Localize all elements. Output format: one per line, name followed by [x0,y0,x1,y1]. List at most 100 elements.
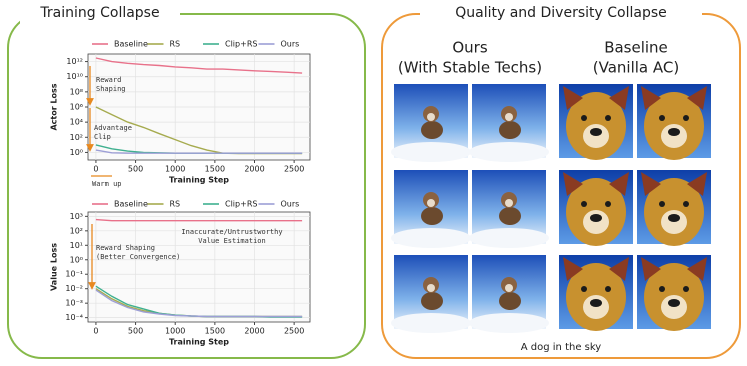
y-tick-label: 10² [70,133,83,142]
x-tick-label: 500 [128,165,143,174]
dog-eye [581,115,587,121]
x-axis-label: Training Step [169,176,229,185]
annotation: Value Estimation [198,237,265,245]
y-axis-label: Actor Loss [50,83,59,130]
column-header: Ours [452,39,487,57]
x-tick-label: 0 [93,327,98,336]
dog-ear [687,172,707,196]
series-line [95,149,303,154]
cloud [469,228,549,248]
y-tick-label: 10⁴ [70,118,83,127]
legend-label: RS [170,40,181,49]
dog-nose [590,299,602,307]
dog-ear [687,86,707,110]
legend-label: RS [170,200,181,209]
x-tick-label: 2000 [244,165,264,174]
dog-body [499,121,521,139]
legend-label: Clip+RS [225,200,257,209]
x-tick-label: 1000 [165,327,185,336]
dog-eye [683,115,689,121]
legend-label: Ours [281,200,300,209]
annotation: (Better Convergence) [96,253,180,261]
title-backing [20,2,180,24]
dog-ear [609,257,629,281]
dog-ear [563,172,583,196]
annotation: Clip [94,133,111,141]
dog-face [505,113,513,121]
dog-eye [659,286,665,292]
y-tick-label: 10⁰ [70,148,83,157]
annotation: Warm up [92,180,122,188]
legend-label: Clip+RS [225,40,257,49]
dog-face [505,284,513,292]
dog-nose [590,128,602,136]
y-tick-label: 10⁻² [65,284,83,293]
dog-eye [605,115,611,121]
series-line [95,57,303,74]
dog-ear [609,172,629,196]
y-tick-label: 10¹⁰ [66,72,83,81]
image-grid [391,84,711,333]
legend-label: Baseline [114,200,148,209]
left-title: Training Collapse [39,5,159,21]
right-title: Quality and Diversity Collapse [455,5,667,21]
dog-ear [641,86,661,110]
x-axis-label: Training Step [169,338,229,347]
column-header: (Vanilla AC) [593,59,679,77]
y-tick-label: 10⁰ [70,255,83,264]
annotation: Reward Shaping [96,244,155,252]
x-tick-label: 500 [128,327,143,336]
dog-eye [683,201,689,207]
caption: A dog in the sky [521,342,602,353]
dog-eye [581,201,587,207]
series-line [95,289,303,318]
cloud [391,228,471,248]
dog-body [499,207,521,225]
dog-face [505,199,513,207]
series-line [95,218,303,222]
dog-ear [641,172,661,196]
dog-eye [659,201,665,207]
legend-label: Baseline [114,40,148,49]
dog-eye [605,286,611,292]
title-backing [420,2,702,24]
dog-face [427,199,435,207]
x-tick-label: 2500 [284,327,304,336]
cloud [391,313,471,333]
y-tick-label: 10⁸ [70,87,83,96]
y-tick-label: 10⁻⁴ [65,313,83,322]
column-header: (With Stable Techs) [398,59,542,77]
x-tick-label: 0 [93,165,98,174]
annotation: Reward [96,76,121,84]
annotation: Inaccurate/Untrustworthy [181,228,282,236]
y-tick-label: 10¹ [70,241,83,250]
dog-ear [641,257,661,281]
cloud [391,142,471,162]
dog-eye [683,286,689,292]
x-tick-label: 1000 [165,165,185,174]
y-axis-label: Value Loss [50,243,59,291]
dog-nose [668,299,680,307]
dog-nose [590,214,602,222]
dog-ear [609,86,629,110]
dog-ear [563,257,583,281]
x-tick-label: 1500 [205,327,225,336]
left-frame [7,13,366,359]
x-tick-label: 2500 [284,165,304,174]
y-tick-label: 10⁶ [70,103,83,112]
x-tick-label: 2000 [244,327,264,336]
dog-ear [563,86,583,110]
y-tick-label: 10³ [70,212,83,221]
y-tick-label: 10¹² [66,57,83,66]
dog-eye [581,286,587,292]
column-header: Baseline [604,39,668,57]
dog-body [499,292,521,310]
cloud [469,142,549,162]
annotation: Advantage [94,124,132,132]
dog-body [421,121,443,139]
dog-nose [668,214,680,222]
y-tick-label: 10⁻¹ [65,270,83,279]
dog-nose [668,128,680,136]
dog-eye [659,115,665,121]
